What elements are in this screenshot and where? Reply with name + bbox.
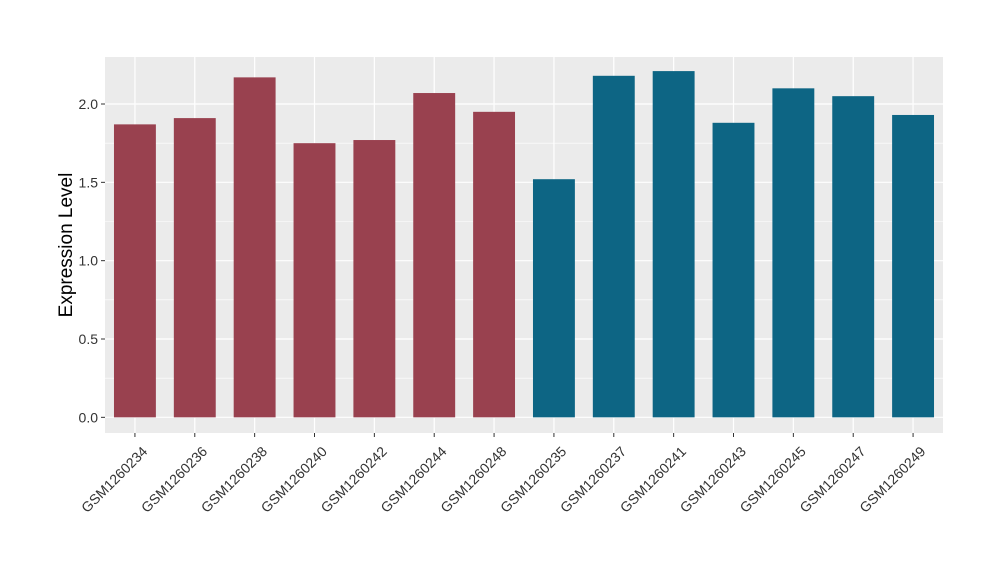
bar-GSM1260237 bbox=[592, 75, 635, 418]
bar-GSM1260242 bbox=[353, 140, 396, 418]
y-tick-label: 0.5 bbox=[79, 331, 99, 347]
bar-GSM1260241 bbox=[652, 71, 695, 418]
bars bbox=[113, 71, 935, 418]
bar-GSM1260235 bbox=[532, 179, 575, 418]
y-axis: 0.0 0.5 1.0 1.5 2.0 bbox=[79, 96, 105, 425]
bar-GSM1260245 bbox=[772, 88, 815, 418]
y-axis-title: Expression Level bbox=[56, 173, 77, 318]
y-tick-label: 1.0 bbox=[79, 253, 99, 269]
y-tick-label: 0.0 bbox=[79, 409, 99, 425]
x-axis: GSM1260234GSM1260236GSM1260238GSM1260240… bbox=[78, 433, 929, 516]
bar-GSM1260247 bbox=[832, 96, 875, 418]
plot-panel bbox=[105, 57, 943, 433]
y-tick-label: 2.0 bbox=[79, 96, 99, 112]
bar-GSM1260234 bbox=[113, 124, 156, 418]
bar-GSM1260249 bbox=[892, 114, 935, 418]
bar-GSM1260244 bbox=[413, 93, 456, 418]
y-tick-label: 1.5 bbox=[79, 174, 99, 190]
bar-GSM1260248 bbox=[473, 111, 516, 418]
bar-GSM1260243 bbox=[712, 122, 755, 418]
bar-GSM1260238 bbox=[233, 77, 276, 418]
bar-GSM1260240 bbox=[293, 143, 336, 418]
bar-GSM1260236 bbox=[173, 118, 216, 418]
